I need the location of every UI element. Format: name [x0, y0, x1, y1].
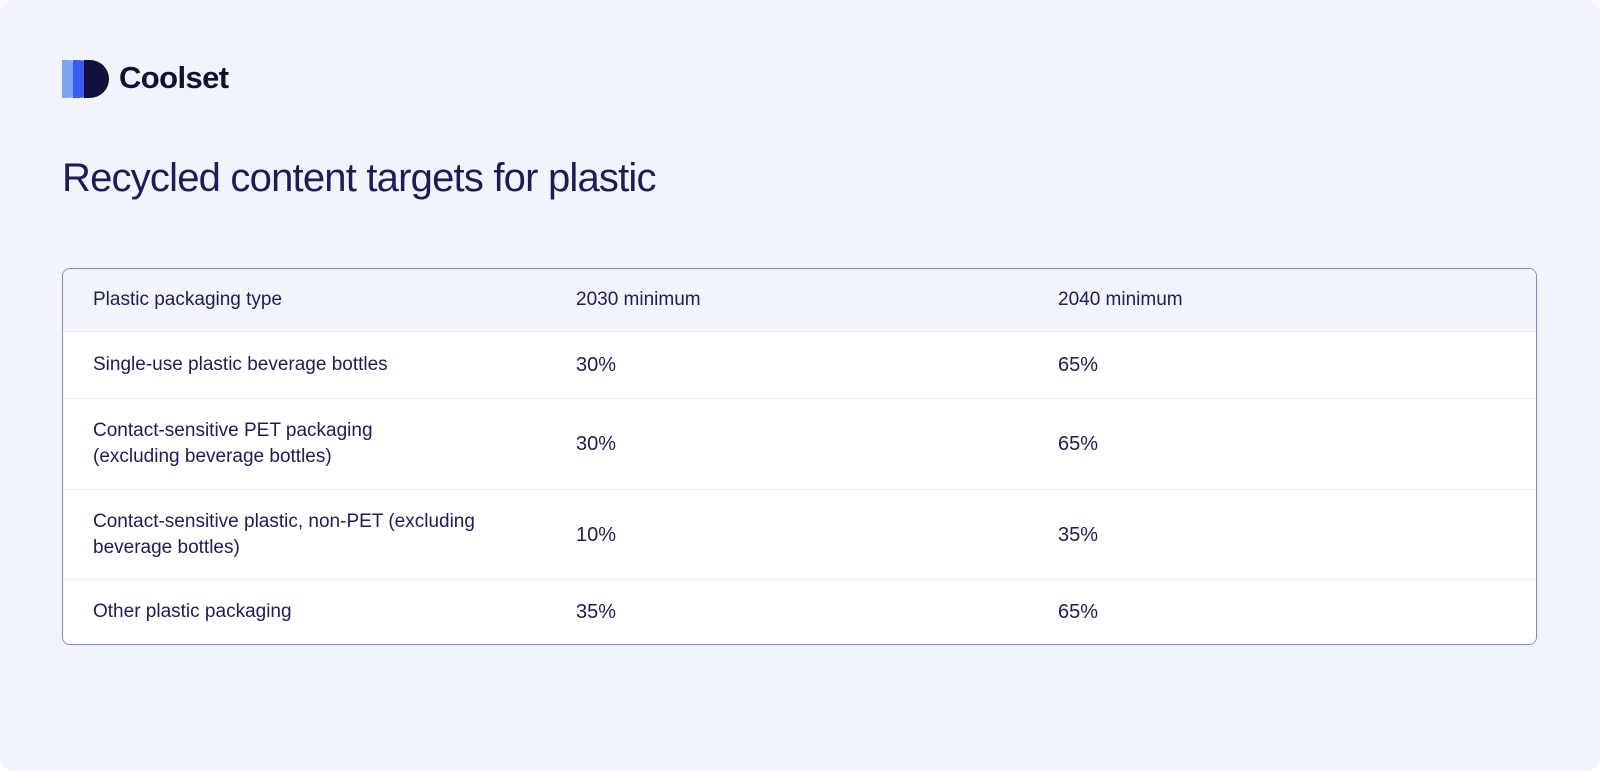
header-packaging-type: Plastic packaging type [93, 289, 283, 310]
header-2030-minimum: 2030 minimum [576, 289, 701, 310]
cell-2030-value: 30% [576, 354, 617, 376]
cell-2030-value: 10% [576, 523, 617, 546]
cell-packaging-type: Other plastic packaging [93, 601, 292, 622]
table-row: Other plastic packaging 35% 65% [63, 580, 1536, 644]
coolset-logo: Coolset [62, 60, 229, 98]
logo-petal-dark [84, 60, 109, 98]
cell-2030-value: 35% [576, 601, 617, 623]
cell-2040-value: 65% [1058, 354, 1099, 376]
table-row: Contact-sensitive PET packaging (excludi… [63, 399, 1536, 490]
cell-2040-value: 65% [1058, 433, 1099, 455]
brand-name: Coolset [119, 60, 229, 95]
page-title: Recycled content targets for plastic [62, 156, 657, 200]
recycled-content-table: Plastic packaging type 2030 minimum 2040… [62, 268, 1537, 645]
cell-2030-value: 30% [576, 433, 617, 455]
table-row: Single-use plastic beverage bottles 30% … [63, 332, 1536, 399]
cell-2040-value: 65% [1058, 601, 1099, 623]
coolset-logo-icon [62, 60, 109, 98]
cell-packaging-type: Contact-sensitive plastic, non-PET (excl… [93, 510, 475, 558]
cell-packaging-type: Contact-sensitive PET packaging (excludi… [93, 420, 373, 467]
table-header-row: Plastic packaging type 2030 minimum 2040… [63, 269, 1536, 332]
header-2040-minimum: 2040 minimum [1058, 289, 1183, 310]
cell-2040-value: 35% [1058, 523, 1099, 546]
cell-packaging-type: Single-use plastic beverage bottles [93, 354, 388, 375]
table-row: Contact-sensitive plastic, non-PET (excl… [63, 490, 1536, 580]
